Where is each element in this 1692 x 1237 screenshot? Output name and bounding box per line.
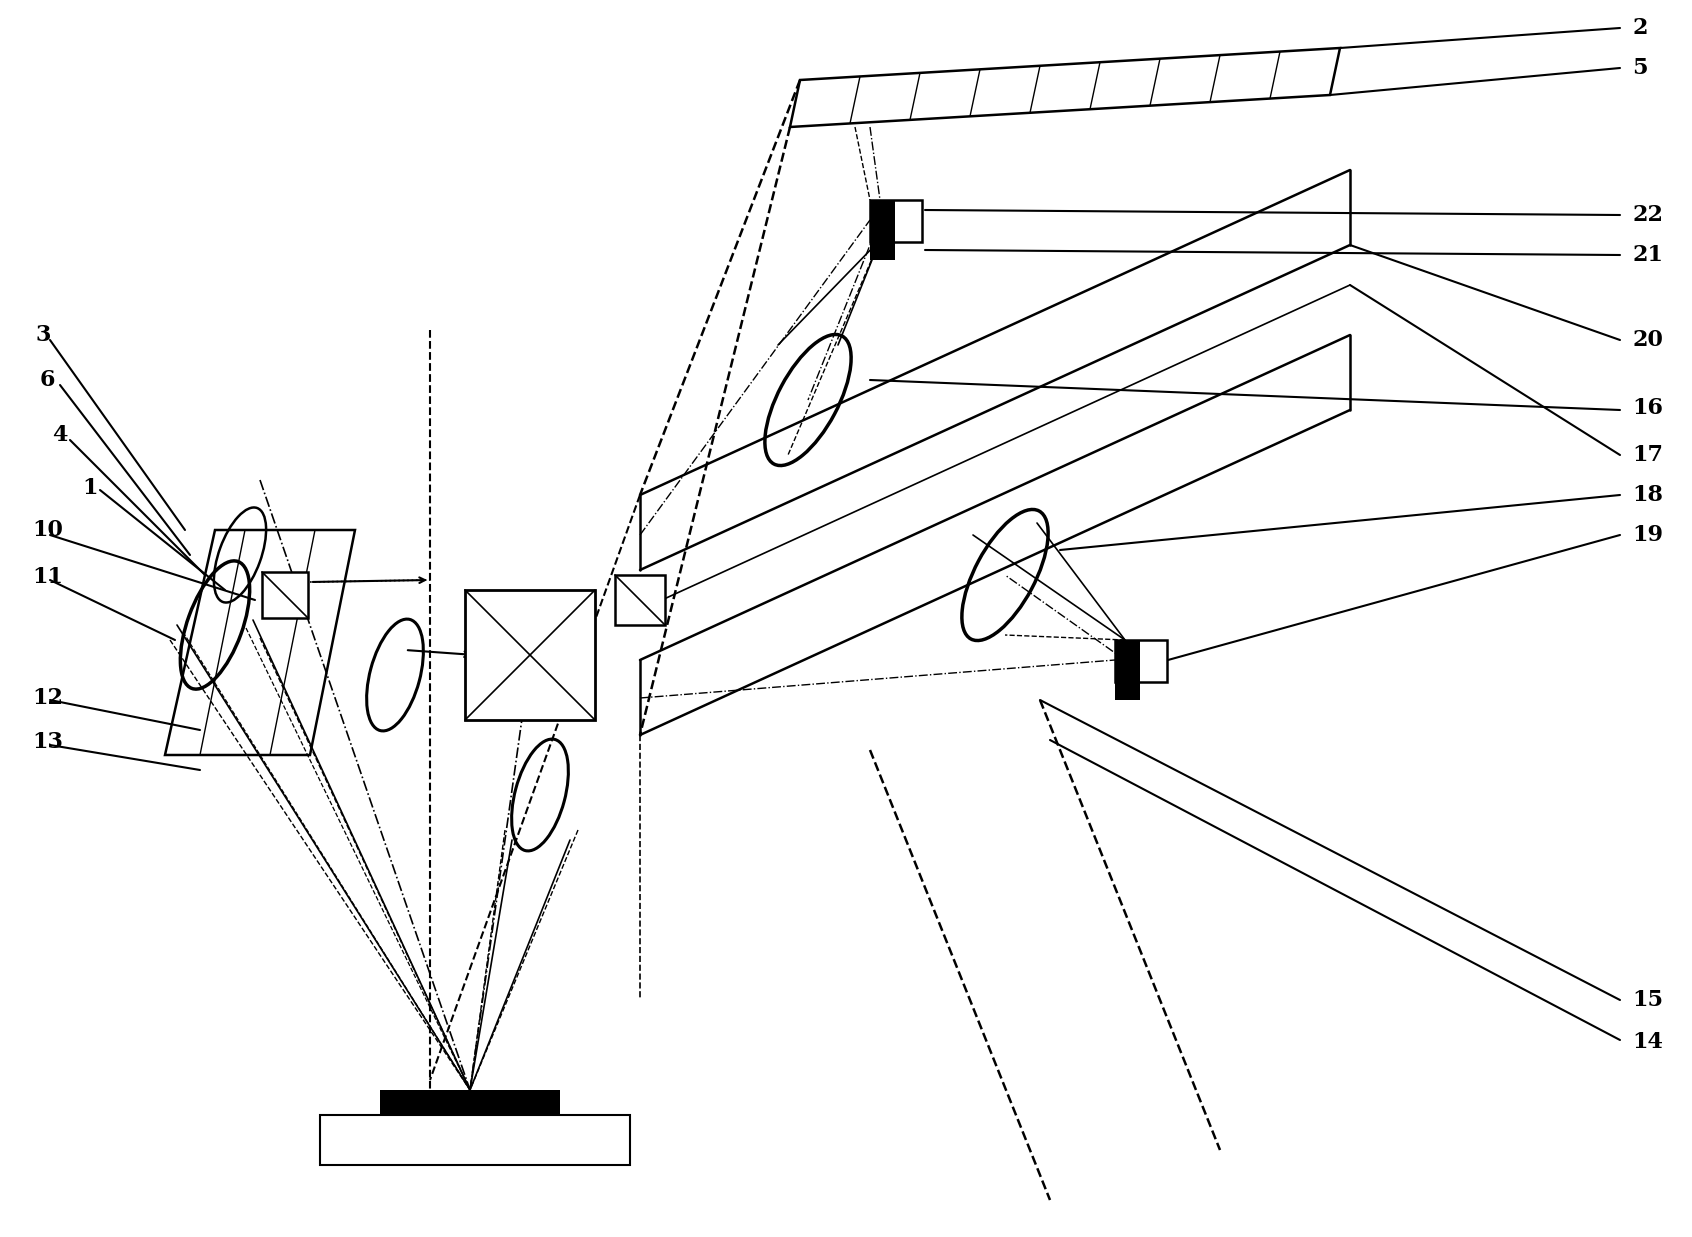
Text: 4: 4 — [52, 424, 68, 447]
Text: 16: 16 — [1633, 397, 1663, 419]
Text: 17: 17 — [1633, 444, 1663, 466]
Text: 19: 19 — [1633, 524, 1663, 546]
Text: 12: 12 — [32, 687, 63, 709]
Text: 13: 13 — [32, 731, 63, 753]
Text: 6: 6 — [41, 369, 56, 391]
Bar — [870, 242, 895, 260]
Text: 21: 21 — [1633, 244, 1663, 266]
Bar — [262, 571, 308, 618]
Text: 2: 2 — [1633, 17, 1648, 40]
Bar — [870, 200, 922, 242]
Bar — [381, 1090, 560, 1115]
Text: 1: 1 — [81, 477, 98, 499]
Text: 14: 14 — [1633, 1030, 1663, 1053]
Bar — [1115, 640, 1140, 682]
Text: 3: 3 — [36, 324, 51, 346]
Text: 15: 15 — [1633, 990, 1663, 1011]
Text: 22: 22 — [1633, 204, 1663, 226]
Bar — [614, 575, 665, 625]
Bar — [320, 1115, 629, 1165]
Bar — [1115, 682, 1140, 700]
Text: 18: 18 — [1633, 484, 1663, 506]
Bar — [465, 590, 596, 720]
Bar — [870, 200, 895, 242]
Text: 11: 11 — [32, 567, 63, 588]
Bar — [1115, 640, 1167, 682]
Text: 5: 5 — [1633, 57, 1648, 79]
Text: 10: 10 — [32, 520, 63, 541]
Text: 20: 20 — [1633, 329, 1663, 351]
